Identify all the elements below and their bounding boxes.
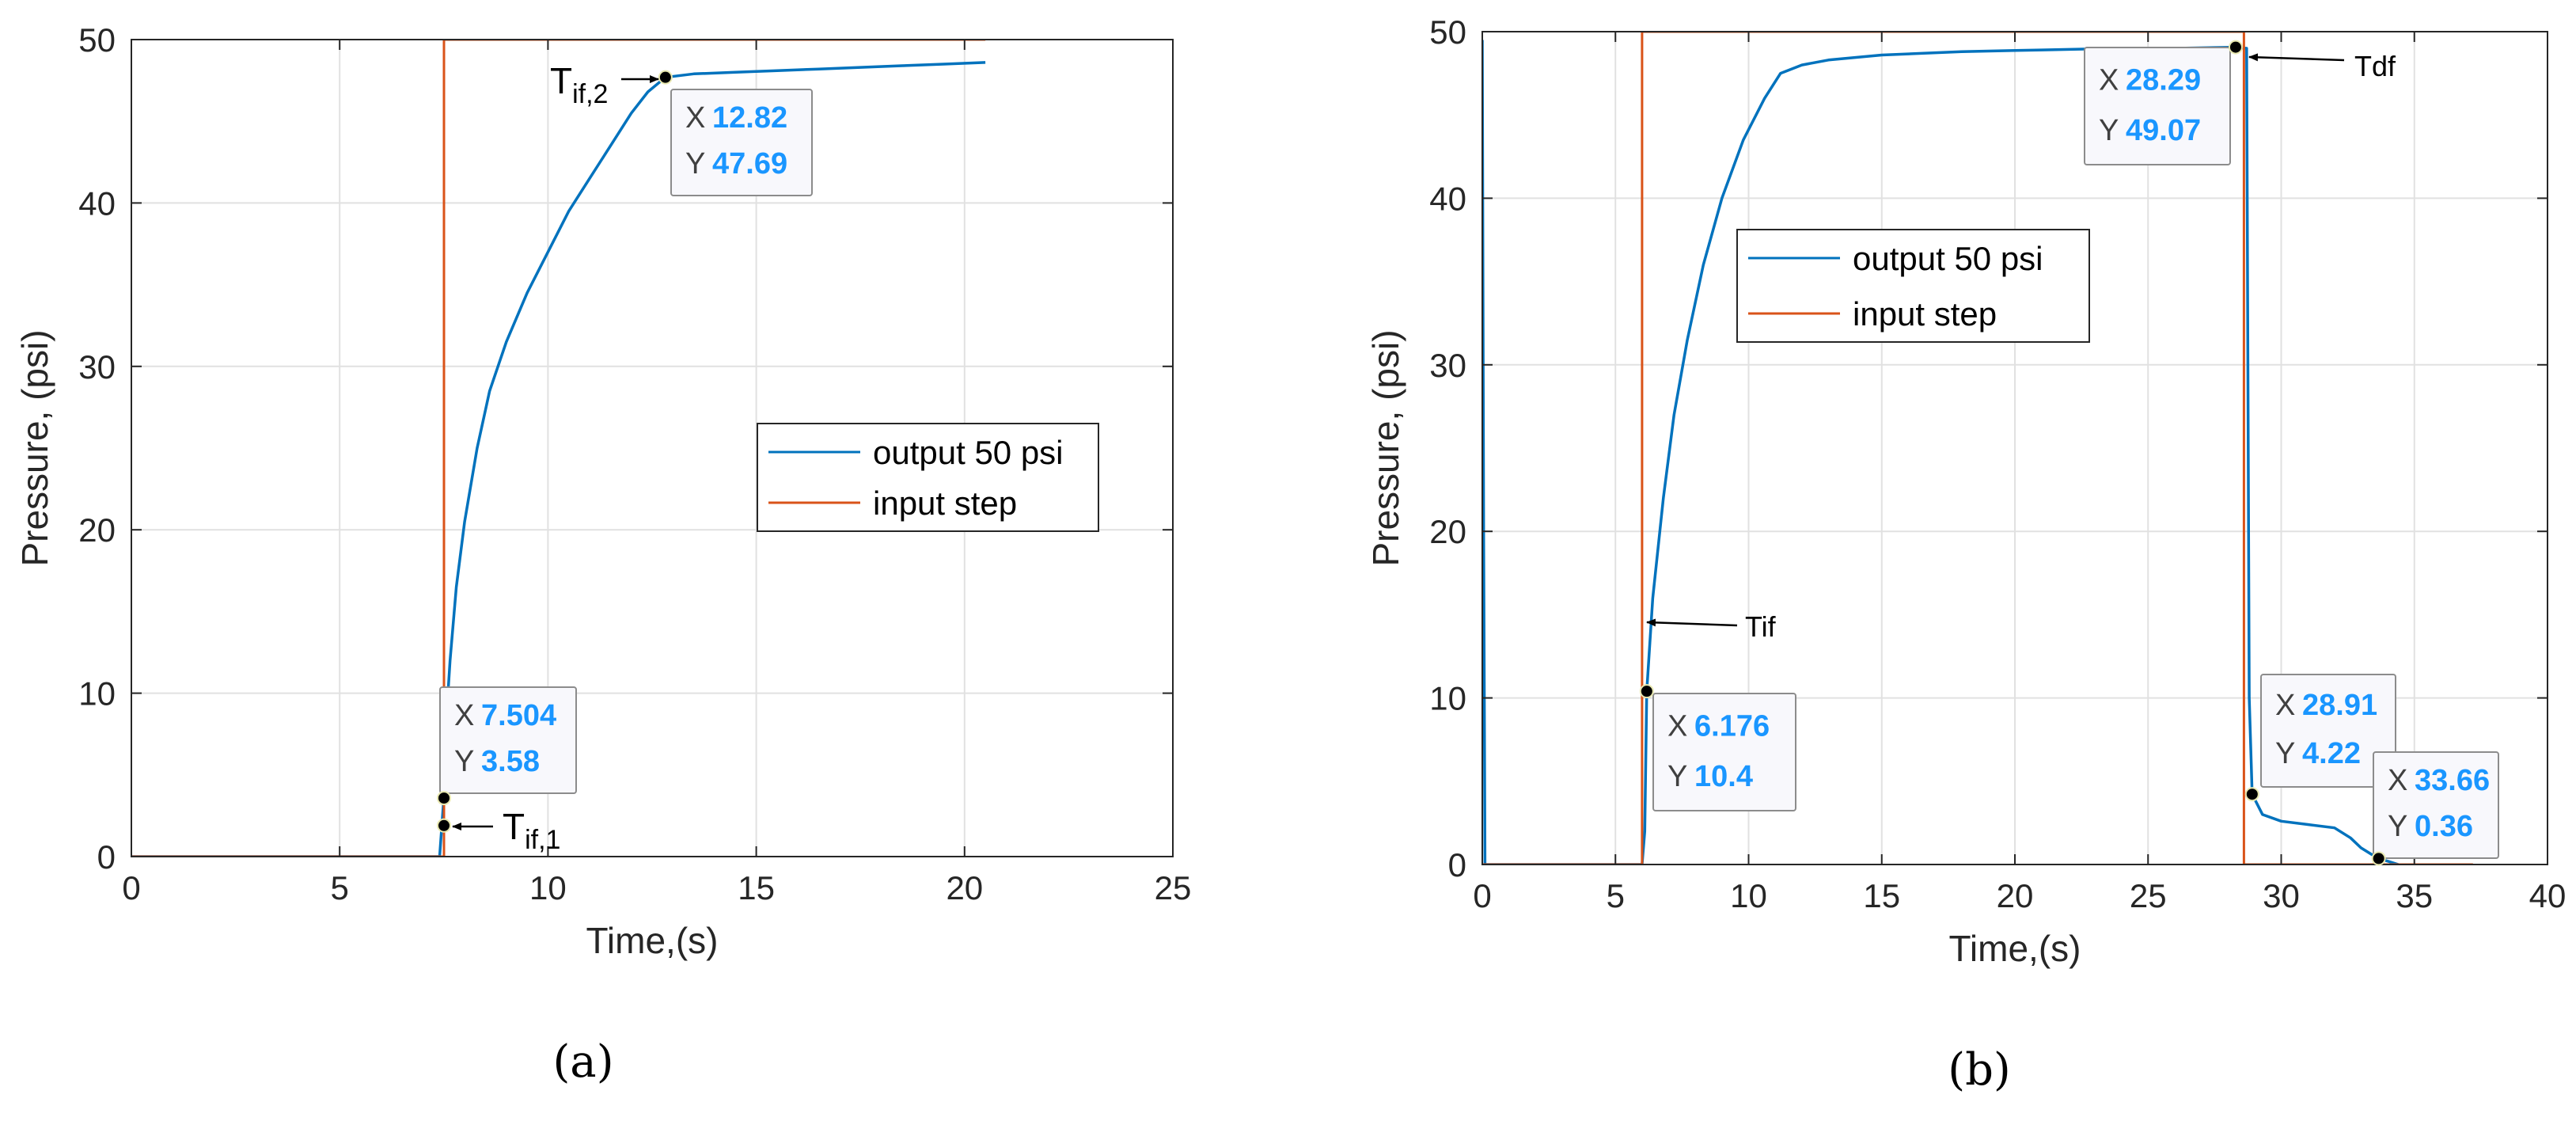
y-tick-label: 50 [1429, 13, 1466, 51]
output-series-line [1482, 40, 2400, 864]
x-axis-label: Time,(s) [586, 920, 719, 961]
datatip-x-value: 28.29 [2126, 63, 2201, 97]
legend-box [757, 423, 1099, 532]
y-tick-label: 10 [1429, 680, 1466, 717]
annotation-label: Tif,1 [503, 806, 560, 855]
datatip-marker [437, 791, 452, 806]
x-tick-label: 25 [2130, 877, 2167, 914]
datatip-box [2260, 674, 2396, 788]
y-tick-label: 40 [1429, 180, 1466, 217]
legend-label: input step [873, 484, 1017, 522]
annotation-base: T [550, 60, 572, 101]
y-tick-label: 20 [78, 511, 116, 549]
x-axis-label: Time,(s) [1949, 928, 2081, 969]
datatip-x-label: X [685, 101, 705, 135]
datatip-box [670, 89, 813, 196]
annotation-arrow [1646, 618, 1738, 627]
y-tick-label: 0 [1448, 846, 1466, 884]
x-tick-label: 10 [529, 869, 567, 906]
datatip-box [2084, 47, 2231, 165]
chart-panel-b: 0 5 10 15 20 25 30 35 40 0 10 20 30 40 50 Time,(s) Press… [1365, 13, 2566, 1096]
annotation-base: T [503, 806, 525, 847]
datatip-y-value: 3.58 [481, 745, 540, 778]
datatip-y-label: Y [2388, 810, 2407, 843]
datatip-x-value: 6.176 [1694, 709, 1770, 743]
datatip-x-value: 7.504 [481, 699, 556, 732]
annotation-label: Tdf [2354, 50, 2396, 82]
chart-panel-a: 0 5 10 15 20 25 0 10 20 30 40 50 Time,(s) Pressure, (… [14, 21, 1191, 1088]
datatip-marker [1639, 684, 1654, 699]
annotation-label: Tif [1745, 610, 1777, 643]
axes-box [131, 39, 1174, 857]
y-tick-label: 0 [97, 838, 116, 876]
y-tick-label: 10 [78, 675, 116, 712]
datatip-y-value: 0.36 [2415, 810, 2473, 843]
annotation-label: Tif,2 [550, 60, 608, 109]
y-tick-label: 50 [78, 21, 116, 59]
legend-label: output 50 psi [1853, 240, 2043, 277]
datatip-y-value: 10.4 [1694, 760, 1753, 793]
annotation-subscript: if,2 [572, 79, 608, 109]
x-tick-label: 25 [1155, 869, 1192, 906]
datatip-y-label: Y [454, 745, 474, 778]
x-tick-label: 40 [2529, 877, 2567, 914]
datatip-x-label: X [1667, 709, 1687, 743]
datatip-x-label: X [2388, 764, 2407, 797]
x-tick-label: 30 [2263, 877, 2300, 914]
datatip-x-value: 33.66 [2415, 764, 2490, 797]
legend-box [1736, 229, 2090, 343]
datatip-marker [658, 70, 673, 85]
datatip-box [2373, 751, 2499, 859]
datatip-y-label: Y [2099, 114, 2119, 147]
x-tick-label: 20 [1997, 877, 2034, 914]
x-tick-label: 15 [738, 869, 775, 906]
y-axis-label: Pressure, (psi) [1365, 329, 1406, 566]
datatip-marker [2371, 851, 2386, 866]
input-step-line [131, 40, 986, 857]
x-tick-label: 0 [122, 869, 140, 906]
output-series-line [131, 61, 986, 857]
datatip-y-value: 49.07 [2126, 114, 2201, 147]
y-tick-label: 30 [78, 348, 116, 386]
x-tick-label: 5 [331, 869, 349, 906]
datatip-y-value: 47.69 [712, 147, 787, 180]
datatip-marker [437, 818, 452, 833]
y-axis-label: Pressure, (psi) [14, 329, 55, 566]
x-tick-label: 5 [1607, 877, 1625, 914]
legend-label: input step [1853, 295, 1997, 332]
datatip-x-label: X [2275, 689, 2295, 722]
annotation-arrow [2248, 53, 2345, 62]
legend-label: output 50 psi [873, 434, 1064, 471]
y-tick-label: 40 [78, 184, 116, 222]
datatip-box [1652, 693, 1796, 811]
y-tick-label: 30 [1429, 347, 1466, 384]
datatip-x-value: 28.91 [2302, 689, 2377, 722]
panel-label: (b) [1948, 1044, 2011, 1096]
series-group [1482, 32, 2473, 864]
y-tick-label: 20 [1429, 513, 1466, 550]
datatip-marker [2244, 787, 2259, 802]
annotation-subscript: if,1 [525, 825, 560, 855]
x-tick-label: 35 [2396, 877, 2433, 914]
x-tick-label: 20 [946, 869, 983, 906]
datatip-y-label: Y [685, 147, 705, 180]
datatip-x-label: X [454, 699, 474, 732]
series-group [131, 40, 986, 857]
datatip-marker [2228, 40, 2243, 55]
datatip-x-label: X [2099, 63, 2119, 97]
datatip-x-value: 12.82 [712, 101, 787, 135]
datatip-box [439, 686, 577, 794]
x-tick-label: 0 [1473, 877, 1491, 914]
panel-label: (a) [552, 1036, 613, 1088]
x-tick-label: 10 [1730, 877, 1767, 914]
datatip-y-label: Y [1667, 760, 1687, 793]
x-tick-label: 15 [1863, 877, 1900, 914]
datatip-y-label: Y [2275, 737, 2295, 770]
datatip-y-value: 4.22 [2302, 737, 2361, 770]
